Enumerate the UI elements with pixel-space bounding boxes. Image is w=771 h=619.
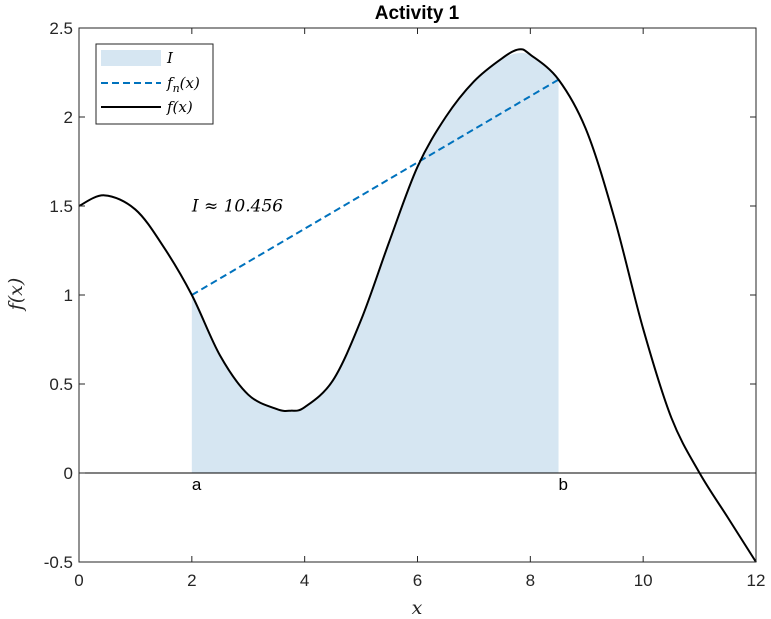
- y-tick-label: 1: [64, 286, 73, 305]
- legend-solid-label: f(x): [166, 98, 193, 116]
- x-tick-label: 8: [526, 571, 535, 590]
- plot-area: [78, 27, 757, 563]
- x-tick-label: 6: [413, 571, 422, 590]
- axis-ticks: [78, 27, 757, 563]
- legend: I fn(x) f(x): [95, 43, 214, 125]
- y-tick-label: 2.5: [49, 19, 73, 38]
- endpoint-b-label: b: [559, 475, 568, 494]
- endpoint-a-label: a: [192, 475, 202, 494]
- x-tick-label: 12: [747, 571, 766, 590]
- legend-dashed-label-sub: n: [173, 82, 180, 95]
- integral-area: [191, 53, 559, 473]
- y-tick-label: 1.5: [49, 197, 73, 216]
- x-axis-label: x: [412, 597, 423, 619]
- y-tick-label: 0.5: [49, 375, 73, 394]
- x-tick-label: 0: [74, 571, 83, 590]
- x-tick-label: 4: [300, 571, 309, 590]
- x-tick-label: 2: [187, 571, 196, 590]
- y-tick-label: 0: [64, 464, 73, 483]
- chart-title: Activity 1: [375, 3, 460, 24]
- y-tick-labels: -0.5 0 0.5 1 1.5 2 2.5: [44, 19, 73, 572]
- legend-dashed-label: fn(x): [166, 74, 200, 95]
- y-tick-label: -0.5: [44, 553, 73, 572]
- legend-dashed-label-main: f: [166, 74, 175, 92]
- x-tick-labels: 0 2 4 6 8 10 12: [74, 571, 765, 590]
- legend-dashed-label-tail: (x): [180, 74, 200, 92]
- x-tick-label: 10: [634, 571, 653, 590]
- integral-annotation: I ≈ 10.456: [191, 196, 283, 216]
- y-tick-label: 2: [64, 108, 73, 127]
- legend-area-swatch: [101, 50, 161, 66]
- y-axis-label: f(x): [5, 278, 27, 313]
- legend-area-label: I: [166, 49, 174, 67]
- fn-dashed-line: [191, 78, 560, 296]
- f-curve-line: [78, 48, 757, 563]
